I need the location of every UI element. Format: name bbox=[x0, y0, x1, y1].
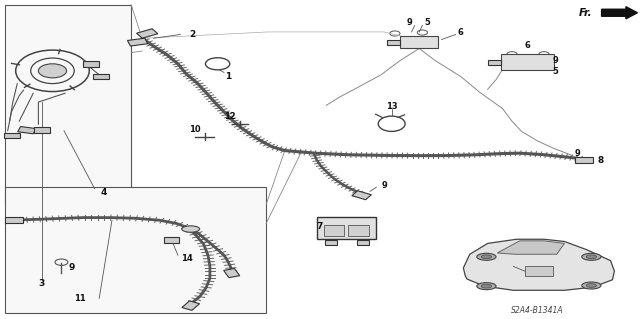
Bar bbox=[501, 54, 554, 70]
Text: 13: 13 bbox=[386, 102, 397, 111]
Text: Fr.: Fr. bbox=[579, 8, 592, 19]
Bar bbox=[93, 74, 109, 79]
Bar bbox=[5, 217, 23, 223]
Text: 7: 7 bbox=[317, 222, 323, 231]
Bar bbox=[324, 225, 344, 236]
Text: 8: 8 bbox=[597, 156, 604, 165]
Ellipse shape bbox=[582, 282, 601, 289]
Text: S2A4-B1341A: S2A4-B1341A bbox=[511, 306, 564, 315]
Bar bbox=[18, 127, 36, 134]
Polygon shape bbox=[497, 241, 564, 254]
Text: 14: 14 bbox=[181, 254, 193, 263]
Bar bbox=[3, 133, 19, 138]
Bar bbox=[5, 5, 131, 204]
Bar bbox=[325, 241, 337, 245]
Bar bbox=[127, 38, 148, 46]
Bar bbox=[164, 237, 179, 243]
Bar bbox=[387, 40, 400, 44]
Text: 9: 9 bbox=[381, 181, 387, 189]
Bar bbox=[182, 301, 200, 310]
Text: 2: 2 bbox=[189, 30, 195, 39]
Circle shape bbox=[38, 64, 67, 78]
Text: 11: 11 bbox=[74, 294, 86, 303]
Text: 9: 9 bbox=[68, 263, 75, 272]
Text: 1: 1 bbox=[225, 72, 232, 81]
Bar bbox=[525, 266, 553, 276]
Bar bbox=[223, 269, 240, 278]
Bar bbox=[575, 157, 593, 163]
Text: 9: 9 bbox=[553, 56, 558, 65]
Text: 10: 10 bbox=[189, 125, 201, 134]
Text: 4: 4 bbox=[100, 189, 107, 197]
Ellipse shape bbox=[477, 283, 496, 290]
Text: 12: 12 bbox=[225, 112, 236, 121]
Bar bbox=[136, 29, 158, 38]
Ellipse shape bbox=[586, 284, 596, 287]
Bar bbox=[488, 60, 501, 64]
Bar bbox=[5, 187, 266, 313]
Text: 5: 5 bbox=[552, 67, 559, 76]
Bar bbox=[83, 61, 99, 67]
Bar bbox=[352, 191, 371, 200]
Ellipse shape bbox=[481, 255, 492, 259]
Text: 5: 5 bbox=[424, 19, 431, 27]
Text: 9: 9 bbox=[407, 19, 412, 27]
Text: 6: 6 bbox=[524, 41, 531, 50]
Text: 3: 3 bbox=[38, 279, 45, 288]
Bar bbox=[34, 127, 50, 133]
Bar bbox=[317, 217, 376, 239]
Polygon shape bbox=[463, 239, 614, 290]
Ellipse shape bbox=[481, 284, 492, 288]
Text: 9: 9 bbox=[575, 149, 580, 158]
Ellipse shape bbox=[582, 253, 601, 260]
FancyArrow shape bbox=[602, 7, 637, 19]
Ellipse shape bbox=[182, 226, 200, 232]
Bar bbox=[357, 241, 369, 245]
Ellipse shape bbox=[477, 253, 496, 260]
Text: 6: 6 bbox=[458, 28, 464, 37]
Bar bbox=[348, 225, 369, 236]
Ellipse shape bbox=[586, 255, 596, 259]
Bar bbox=[400, 36, 438, 48]
